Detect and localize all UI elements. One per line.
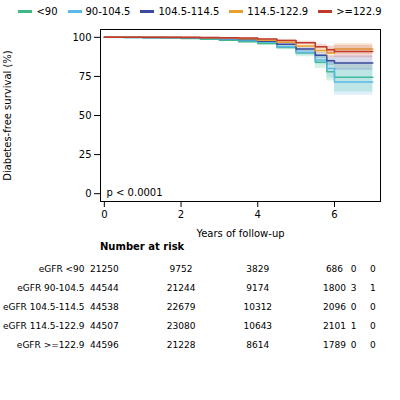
- svg-text:21250: 21250: [90, 264, 119, 274]
- svg-text:eGFR 104.5-114.5: eGFR 104.5-114.5: [3, 302, 85, 312]
- svg-text:eGFR 90-104.5: eGFR 90-104.5: [17, 283, 84, 293]
- svg-text:6: 6: [331, 209, 337, 220]
- svg-text:25: 25: [79, 149, 92, 160]
- svg-text:21244: 21244: [167, 283, 196, 293]
- svg-text:eGFR >=122.9: eGFR >=122.9: [17, 340, 85, 350]
- svg-text:9752: 9752: [170, 264, 193, 274]
- svg-text:4: 4: [255, 209, 261, 220]
- svg-text:0: 0: [370, 264, 376, 274]
- svg-text:44544: 44544: [90, 283, 119, 293]
- svg-text:22679: 22679: [167, 302, 196, 312]
- html-text:Number at risk: Number at risk: [100, 241, 185, 252]
- svg-text:1: 1: [351, 321, 357, 331]
- svg-text:8614: 8614: [246, 340, 269, 350]
- svg-text:0: 0: [351, 340, 357, 350]
- svg-text:0: 0: [370, 321, 376, 331]
- svg-text:2096: 2096: [323, 302, 346, 312]
- svg-text:10643: 10643: [243, 321, 272, 331]
- svg-text:1789: 1789: [323, 340, 346, 350]
- svg-text:75: 75: [79, 71, 92, 82]
- svg-text:100: 100: [72, 32, 91, 43]
- svg-text:23080: 23080: [167, 321, 196, 331]
- svg-text:44538: 44538: [90, 302, 119, 312]
- svg-text:44596: 44596: [90, 340, 119, 350]
- html-text:90-104.5: 90-104.5: [85, 6, 131, 17]
- svg-text:0: 0: [351, 302, 357, 312]
- svg-text:2101: 2101: [323, 321, 346, 331]
- html-text:104.5-114.5: 104.5-114.5: [158, 6, 220, 17]
- html-text:114.5-122.9: 114.5-122.9: [247, 6, 309, 17]
- svg-text:p < 0.0001: p < 0.0001: [107, 187, 163, 198]
- svg-text:3: 3: [351, 283, 357, 293]
- svg-text:eGFR <90: eGFR <90: [39, 264, 85, 274]
- html-text:>=122.9: >=122.9: [336, 6, 382, 17]
- svg-text:0: 0: [101, 209, 107, 220]
- svg-text:10312: 10312: [243, 302, 272, 312]
- svg-text:1800: 1800: [323, 283, 346, 293]
- svg-text:686: 686: [326, 264, 343, 274]
- svg-text:0: 0: [85, 188, 91, 199]
- svg-text:0: 0: [351, 264, 357, 274]
- svg-text:Years of follow-up: Years of follow-up: [195, 228, 284, 239]
- svg-text:1: 1: [370, 283, 376, 293]
- svg-text:2: 2: [178, 209, 184, 220]
- svg-text:3829: 3829: [246, 264, 269, 274]
- svg-text:eGFR 114.5-122.9: eGFR 114.5-122.9: [3, 321, 85, 331]
- svg-text:0: 0: [370, 302, 376, 312]
- svg-text:0: 0: [370, 340, 376, 350]
- svg-text:44507: 44507: [90, 321, 119, 331]
- svg-text:9174: 9174: [246, 283, 269, 293]
- svg-text:Diabetes-free survival (%): Diabetes-free survival (%): [2, 50, 13, 181]
- html-text:<90: <90: [36, 6, 58, 17]
- svg-text:50: 50: [79, 110, 92, 121]
- svg-text:21228: 21228: [167, 340, 196, 350]
